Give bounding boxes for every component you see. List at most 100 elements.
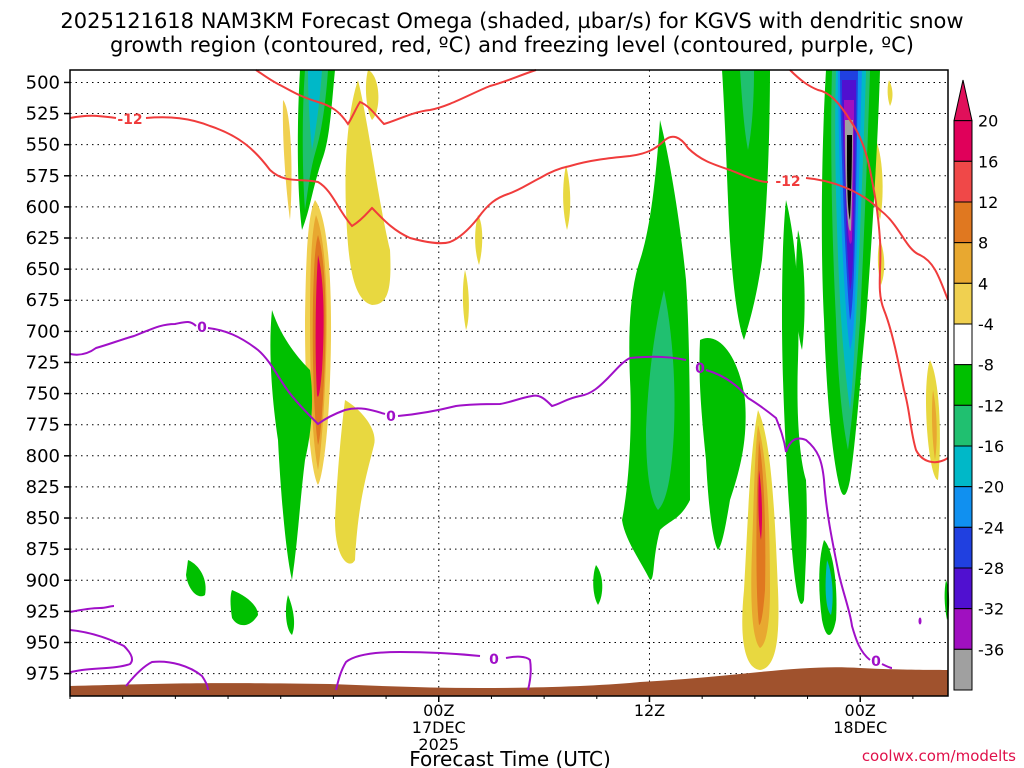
colorbar-swatch (953, 282, 973, 325)
purple-contour-line (918, 617, 922, 625)
omega-positive-blob (563, 165, 571, 230)
purple-contour-label: 0 (386, 409, 396, 425)
omega-positive-blob (335, 400, 375, 564)
red-contour-line (69, 114, 949, 301)
colorbar-swatch (953, 445, 973, 488)
purple-contour-line (69, 321, 893, 669)
omega-positive-blob (315, 255, 324, 397)
colorbar-label: 8 (978, 234, 988, 253)
purple-contour-line (69, 629, 133, 673)
colorbar: 20 16 12 8 4 -4 -8 -12 -16 -20 -24 -28 -32 -36 (953, 79, 1004, 691)
colorbar-label: -4 (978, 315, 994, 334)
colorbar-swatch (953, 242, 973, 284)
contour-labels: -12 -12 0 0 0 0 0 (117, 112, 881, 670)
omega-negative-blob (782, 200, 807, 604)
x-tick-label: 17DEC (412, 718, 466, 737)
colorbar-swatch (953, 364, 973, 406)
red-contour-line (255, 69, 537, 126)
y-tick-label: 850 (26, 508, 60, 529)
chart-title-line1: 2025121618 NAM3KM Forecast Omega (shaded… (60, 9, 963, 33)
omega-positive-blob (475, 215, 483, 265)
y-tick-label: 900 (26, 570, 60, 591)
omega-negative-blob (699, 338, 746, 550)
omega-negative-blob (593, 565, 603, 605)
colorbar-label: -32 (978, 600, 1004, 619)
omega-negative-blob (230, 590, 258, 626)
omega-negative-blob (285, 595, 295, 635)
omega-negative-blob (825, 560, 833, 615)
y-tick-label: 700 (26, 321, 60, 342)
red-contour-label: -12 (117, 112, 142, 128)
y-tick-label: 625 (26, 228, 60, 249)
y-tick-label: 950 (26, 632, 60, 653)
red-contour-label: -12 (775, 174, 800, 190)
x-tick-label: 00Z (423, 701, 454, 720)
colorbar-swatch (953, 526, 973, 569)
y-tick-label: 875 (26, 539, 60, 560)
colorbar-swatch (953, 608, 973, 650)
omega-negative-blob (740, 70, 754, 150)
x-tick-label: 00Z (845, 701, 876, 720)
y-axis: 500 525 550 575 600 625 650 675 700 725 750 775 800 8… (26, 72, 70, 685)
y-tick-label: 525 (26, 104, 60, 125)
y-tick-label: 725 (26, 352, 60, 373)
colorbar-label: -12 (978, 396, 1004, 415)
y-tick-label: 800 (26, 446, 60, 467)
colorbar-label: -8 (978, 356, 994, 375)
purple-contour-line (125, 660, 209, 691)
colorbar-label: 16 (978, 152, 998, 171)
plot-area (70, 70, 948, 696)
omega-positive-blob (758, 470, 763, 540)
x-axis: 00Z17DEC202512Z00Z18DEC12Z00Z19DEC (69, 696, 914, 754)
colorbar-swatch (953, 120, 973, 162)
y-tick-label: 975 (26, 664, 60, 685)
omega-shading (186, 70, 950, 670)
colorbar-swatch (953, 648, 973, 691)
y-tick-label: 500 (26, 72, 60, 93)
x-tick-label: 12Z (634, 701, 665, 720)
omega-positive-blob (462, 270, 469, 330)
y-tick-label: 675 (26, 290, 60, 311)
omega-negative-blob (722, 70, 770, 340)
omega-positive-blob (282, 100, 292, 220)
colorbar-label: -16 (978, 437, 1004, 456)
purple-contour-label: 0 (489, 652, 499, 668)
omega-positive-blob (931, 390, 937, 460)
dendritic-contours (69, 69, 949, 464)
colorbar-swatch (953, 404, 973, 447)
purple-contour-line (69, 605, 115, 613)
colorbar-label: -20 (978, 478, 1004, 497)
omega-negative-blob (847, 135, 852, 220)
purple-contour-label: 0 (695, 361, 705, 377)
y-tick-label: 550 (26, 135, 60, 156)
colorbar-label: -36 (978, 640, 1004, 659)
y-tick-label: 825 (26, 477, 60, 498)
omega-positive-blob (345, 80, 391, 305)
colorbar-swatch (953, 160, 973, 203)
y-tick-label: 775 (26, 415, 60, 436)
x-axis-label: Forecast Time (UTC) (409, 747, 611, 768)
colorbar-swatch (953, 201, 973, 244)
colorbar-swatch (953, 323, 973, 366)
y-tick-label: 650 (26, 259, 60, 280)
omega-negative-blob (270, 310, 313, 580)
credit-text: coolwx.com/modelts (862, 747, 1016, 765)
purple-contour-label: 0 (871, 654, 881, 670)
x-tick-label: 18DEC (833, 718, 887, 737)
colorbar-swatch (953, 486, 973, 528)
colorbar-label: 20 (978, 112, 998, 131)
omega-negative-blob (308, 70, 322, 150)
red-contour-line (789, 69, 949, 464)
chart-title-line2: growth region (contoured, red, ºC) and f… (110, 33, 914, 57)
x-tick-label: 2025 (418, 735, 459, 754)
colorbar-top-triangle (953, 79, 973, 122)
omega-negative-blob (186, 560, 206, 597)
purple-contour-line (335, 650, 532, 691)
freezing-contours (69, 321, 922, 691)
y-tick-label: 750 (26, 384, 60, 405)
plot-border (69, 69, 949, 697)
y-tick-label: 600 (26, 197, 60, 218)
purple-contour-label: 0 (197, 320, 207, 336)
omega-negative-blob (646, 290, 675, 510)
